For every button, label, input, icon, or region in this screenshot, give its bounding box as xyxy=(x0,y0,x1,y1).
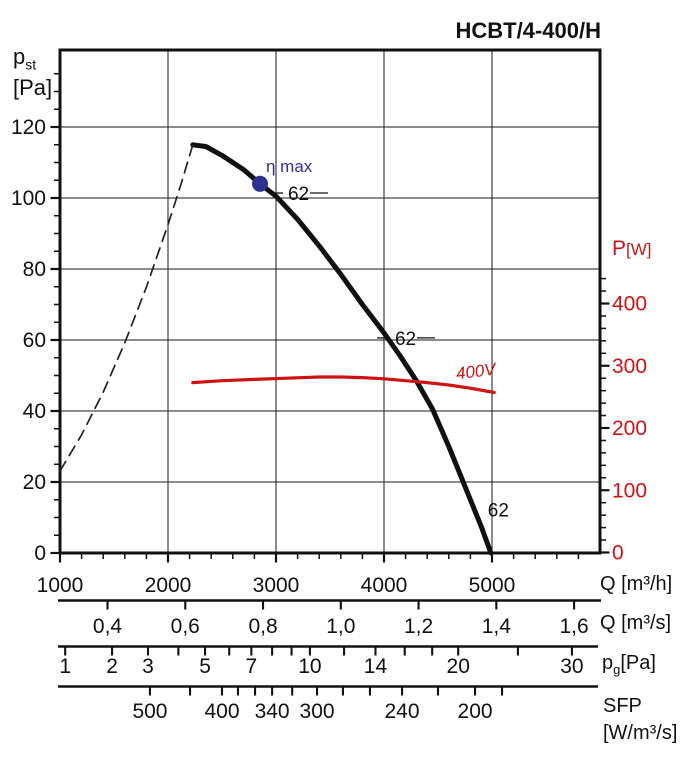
x-axis-label: Q [m³/h] xyxy=(600,573,673,595)
stall-line-path xyxy=(59,143,194,472)
x-tick-label: 1000 xyxy=(37,574,84,597)
sub-axis-tick-label: 1,0 xyxy=(326,615,355,638)
pg-unit: [Pa] xyxy=(620,652,656,674)
sub-axis-q-m3s-label: Q [m³/s] xyxy=(600,612,672,634)
sub-axis-tick-label: 20 xyxy=(447,655,470,678)
sub-axis-tick-label: 7 xyxy=(246,655,258,678)
sub-axis-pg: 1 2 3 5 7 10 14 20 30 xyxy=(58,645,598,678)
sub-axis-q_m3s: 0,4 0,6 0,8 1,0 1,2 1,4 1,6 xyxy=(58,599,601,638)
y-left-axis-label: pst [Pa] xyxy=(13,45,52,100)
sub-axis-tick-label: 30 xyxy=(560,655,583,678)
noise-level-labels: 62 62 62 xyxy=(269,184,509,521)
pst-subscript: st xyxy=(25,56,37,73)
x-axis-ticks: 1000 2000 3000 4000 5000 xyxy=(37,554,580,597)
sub-axis-tick-label: 1 xyxy=(59,655,71,678)
y-right-tick-label: 100 xyxy=(612,479,647,502)
sub-axis-tick-label: 10 xyxy=(298,655,321,678)
y-right-tick-label: 0 xyxy=(612,542,624,565)
x-tick-label: 3000 xyxy=(253,574,300,597)
noise-label-text: 62 xyxy=(395,329,416,350)
y-right-tick-label: 200 xyxy=(612,417,647,440)
x-tick-label: 2000 xyxy=(145,574,192,597)
y-left-tick-label: 120 xyxy=(11,116,46,139)
y-right-ticks: 0 100 200 300 400 xyxy=(601,277,647,565)
sub-axis-tick-label: 1,4 xyxy=(482,615,512,638)
pg-subscript: g xyxy=(613,662,621,677)
power-symbol: P xyxy=(612,237,627,260)
power-400V-path xyxy=(191,375,496,395)
eta-max-label: η max xyxy=(266,157,313,176)
sub-axis-tick-label: 300 xyxy=(300,700,335,723)
pst-symbol: p xyxy=(13,44,26,69)
y-right-tick-label: 400 xyxy=(612,293,647,316)
sub-axis-tick-label: 2 xyxy=(106,655,118,678)
pst-unit: [Pa] xyxy=(13,75,53,101)
noise-label-text: 62 xyxy=(288,184,309,205)
sub-axis-tick-label: 240 xyxy=(385,700,420,723)
power-unit: [W] xyxy=(626,240,652,259)
y-left-tick-label: 20 xyxy=(23,471,46,494)
sub-axis-tick-label: 0,6 xyxy=(171,615,200,638)
eta-max-dot xyxy=(252,175,269,192)
sub-axis-tick-label: 1,2 xyxy=(404,615,433,638)
noise-label-text: 62 xyxy=(488,500,509,521)
y-right-tick-label: 300 xyxy=(612,355,647,378)
grid xyxy=(60,50,600,553)
chart-title: HCBT/4-400/H xyxy=(455,18,601,43)
sub-axis-tick-label: 400 xyxy=(204,700,239,723)
y-left-ticks: 0 20 40 60 80 100 120 xyxy=(11,73,59,565)
y-left-tick-label: 100 xyxy=(11,187,46,210)
sub-axis-tick-label: 3 xyxy=(142,655,154,678)
sub-axis-tick-label: 0,4 xyxy=(93,615,123,638)
sub-axis-tick-label: 500 xyxy=(132,700,167,723)
plot-frame xyxy=(58,48,602,555)
sub-axis-tick-label: 340 xyxy=(255,700,290,723)
sub-axis-tick-label: 0,8 xyxy=(248,615,277,638)
sub-axis-pg-label: pg[Pa] xyxy=(602,652,656,677)
y-left-tick-label: 80 xyxy=(23,258,46,281)
sub-axis-tick-label: 200 xyxy=(458,700,493,723)
sub-axis-sfp: 500 400 340 300 240 200 xyxy=(58,685,598,723)
y-right-axis-label: P[W] xyxy=(612,237,652,261)
sub-axis-sfp-label: SFP xyxy=(603,695,642,717)
sub-axis-tick-label: 1,6 xyxy=(559,615,588,638)
fan-pressure-curve-path xyxy=(190,142,494,556)
x-tick-label: 4000 xyxy=(361,574,408,597)
x-tick-label: 5000 xyxy=(469,574,516,597)
sub-axis-tick-label: 5 xyxy=(199,655,211,678)
pg-symbol: p xyxy=(602,652,614,674)
sub-axis-sfp-unit: [W/m³/s] xyxy=(603,722,678,744)
sub-axis-tick-label: 14 xyxy=(364,655,388,678)
y-left-tick-label: 60 xyxy=(23,329,46,352)
y-left-tick-label: 40 xyxy=(23,400,46,423)
y-left-tick-label: 0 xyxy=(34,542,46,565)
